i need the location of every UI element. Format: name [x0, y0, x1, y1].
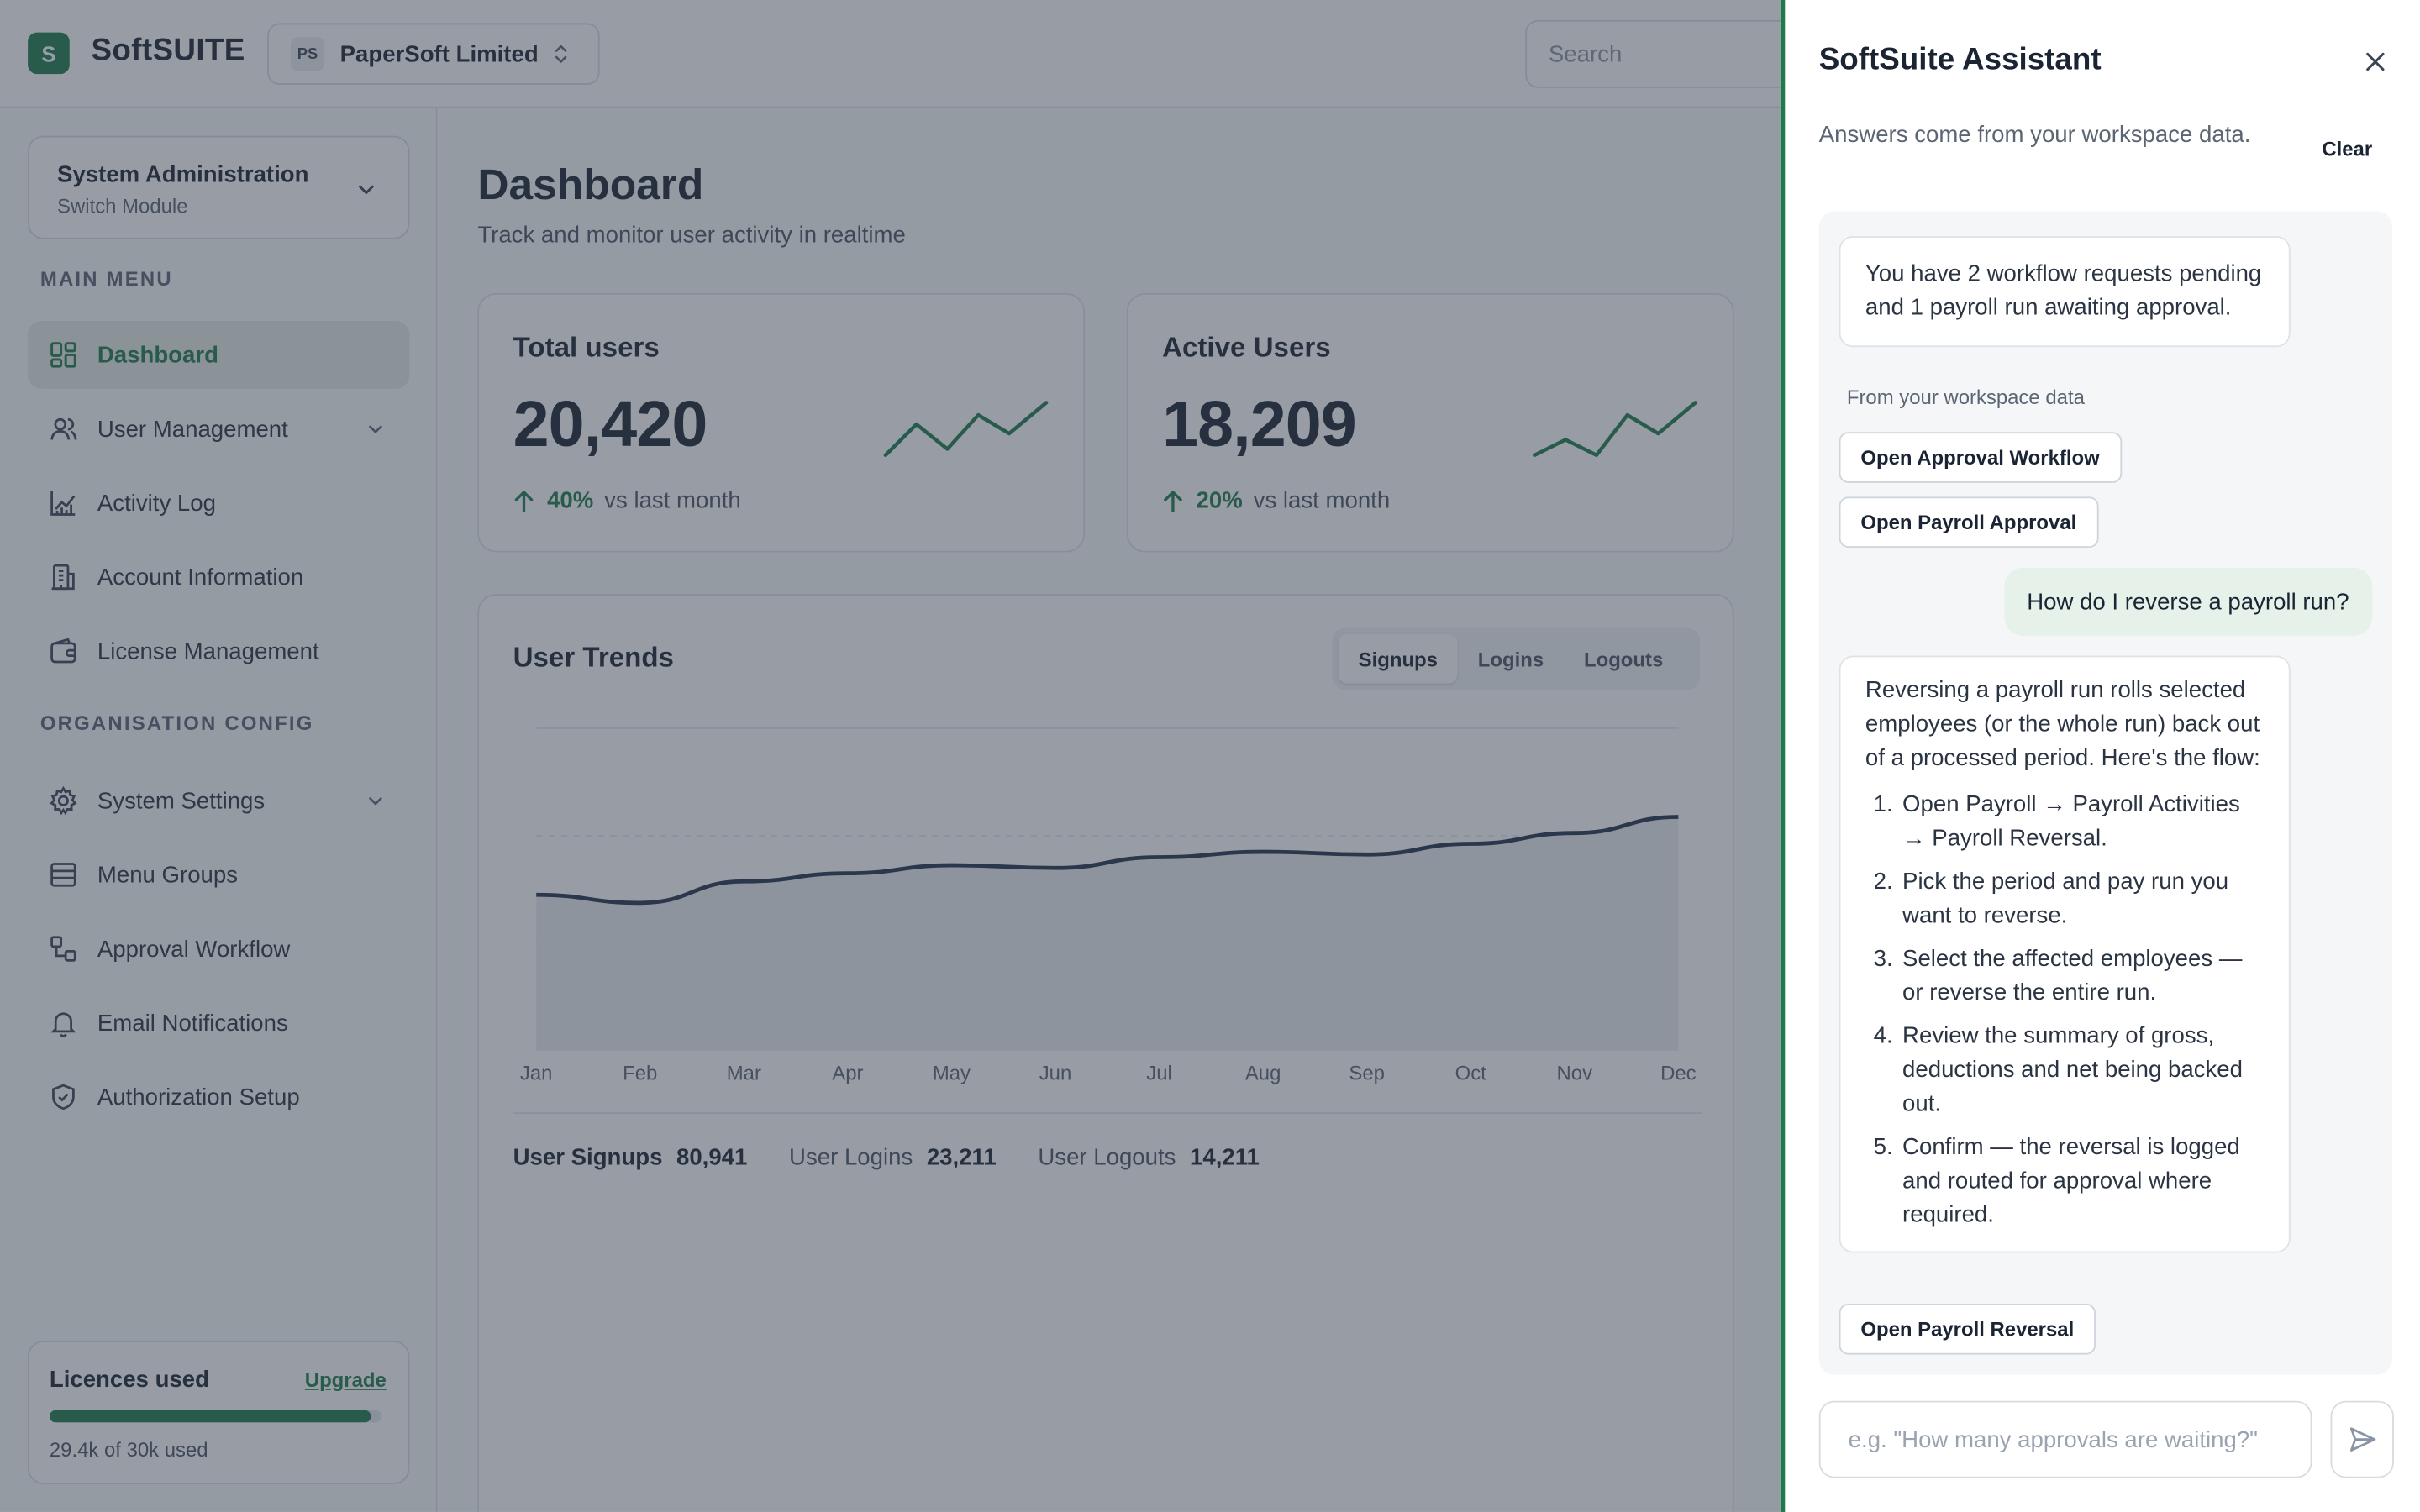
send-icon [2349, 1427, 2375, 1452]
answer-intro: Reversing a payroll run rolls selected e… [1865, 677, 2260, 772]
assistant-message: You have 2 workflow requests pending and… [1839, 236, 2291, 348]
answer-step: Review the summary of gross, deductions … [1899, 1020, 2264, 1121]
close-icon[interactable] [2363, 50, 2387, 74]
answer-step: Select the affected employees — or rever… [1899, 942, 2264, 1011]
clear-button[interactable]: Clear [2322, 137, 2373, 161]
answer-step: Open Payroll → Payroll Activities → Payr… [1899, 789, 2264, 857]
answer-steps: Open Payroll → Payroll Activities → Payr… [1899, 789, 2264, 1233]
message-text: You have 2 workflow requests pending and… [1865, 260, 2262, 322]
open-payroll-reversal-button[interactable]: Open Payroll Reversal [1839, 1304, 2096, 1355]
user-message: How do I reverse a payroll run? [2003, 567, 2373, 636]
assistant-title: SoftSuite Assistant [1818, 43, 2102, 77]
assistant-input[interactable]: e.g. "How many approvals are waiting?" [1818, 1400, 2312, 1478]
assistant-panel: SoftSuite Assistant Answers come from yo… [1780, 0, 2420, 1512]
assistant-subtitle: Answers come from your workspace data. [1818, 122, 2251, 149]
chat-thread[interactable]: You have 2 workflow requests pending and… [1818, 211, 2393, 1375]
modal-overlay[interactable] [0, 0, 1781, 1512]
send-button[interactable] [2330, 1400, 2394, 1478]
answer-step: Confirm — the reversal is logged and rou… [1899, 1131, 2264, 1232]
source-note: From your workspace data [1846, 386, 2085, 409]
open-approval-workflow-button[interactable]: Open Approval Workflow [1839, 432, 2122, 483]
answer-step: Pick the period and pay run you want to … [1899, 865, 2264, 933]
open-payroll-approval-button[interactable]: Open Payroll Approval [1839, 496, 2099, 549]
assistant-message: Reversing a payroll run rolls selected e… [1839, 655, 2291, 1253]
